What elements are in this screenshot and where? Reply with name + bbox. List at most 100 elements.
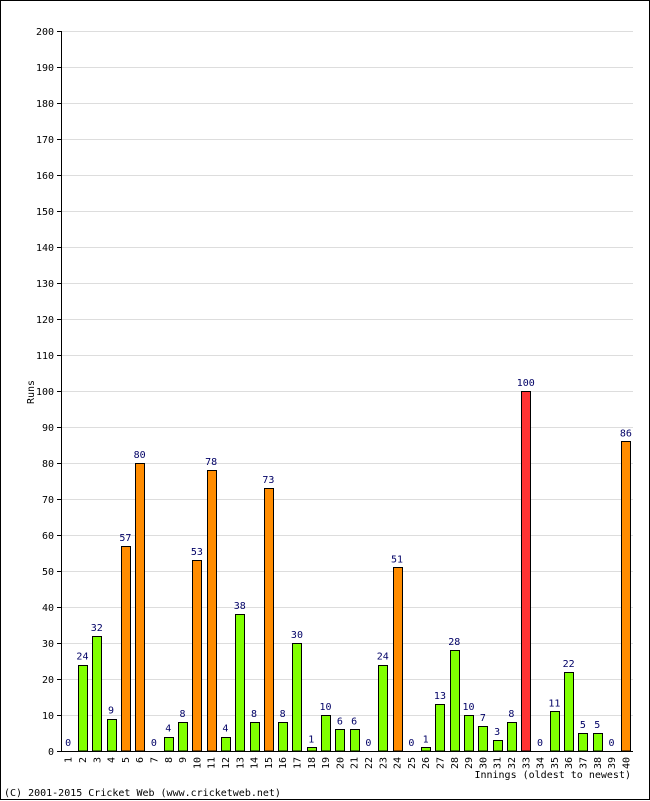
y-tick-label: 0 bbox=[48, 747, 54, 758]
bar-innings-18 bbox=[307, 747, 317, 752]
bar-innings-8 bbox=[164, 737, 174, 752]
bar-innings-19 bbox=[321, 715, 331, 752]
bar-innings-37 bbox=[578, 733, 588, 752]
x-tick-label: 1 bbox=[64, 757, 75, 763]
x-tick-label: 21 bbox=[350, 757, 361, 769]
data-label: 13 bbox=[434, 691, 446, 702]
x-tick-label: 23 bbox=[378, 757, 389, 769]
x-tick-label: 22 bbox=[364, 757, 375, 769]
x-tick-label: 3 bbox=[92, 757, 103, 763]
y-tick-label: 40 bbox=[42, 603, 54, 614]
x-tick-label: 29 bbox=[464, 757, 475, 769]
bar-innings-20 bbox=[335, 729, 345, 752]
x-tick-label: 31 bbox=[493, 757, 504, 769]
data-label: 0 bbox=[151, 738, 157, 749]
y-tick-label: 10 bbox=[42, 711, 54, 722]
data-label: 8 bbox=[280, 709, 286, 720]
y-tick-labels: 0 10 20 30 40 50 60 70 80 90 100 110 120 130 140 150 160… bbox=[36, 27, 61, 758]
x-tick-label: 26 bbox=[421, 757, 432, 769]
y-tick-label: 200 bbox=[36, 27, 54, 38]
x-tick-label: 33 bbox=[521, 757, 532, 769]
data-label: 57 bbox=[119, 533, 131, 544]
data-label: 86 bbox=[620, 428, 632, 439]
x-tick-label: 15 bbox=[264, 757, 275, 769]
x-tick-label: 24 bbox=[393, 757, 404, 769]
bar-innings-29 bbox=[464, 715, 474, 752]
x-tick-label: 18 bbox=[307, 757, 318, 769]
bar-innings-35 bbox=[550, 711, 560, 752]
bar-innings-38 bbox=[593, 733, 603, 752]
x-tick-label: 17 bbox=[292, 757, 303, 769]
x-tick-label: 35 bbox=[550, 757, 561, 769]
data-label: 6 bbox=[337, 716, 343, 727]
data-label: 51 bbox=[391, 554, 403, 565]
x-tick-label: 39 bbox=[607, 757, 618, 769]
bar-innings-13 bbox=[235, 614, 245, 752]
x-tick-label: 4 bbox=[107, 757, 118, 763]
data-label: 0 bbox=[408, 738, 414, 749]
x-tick-label: 28 bbox=[450, 757, 461, 769]
data-label: 24 bbox=[377, 652, 389, 663]
bar-innings-24 bbox=[393, 567, 403, 752]
x-tick-label: 38 bbox=[593, 757, 604, 769]
x-tick-label: 19 bbox=[321, 757, 332, 769]
x-tick-label: 25 bbox=[407, 757, 418, 769]
x-tick-label: 9 bbox=[178, 757, 189, 763]
bar-innings-30 bbox=[478, 726, 488, 752]
y-tick-label: 130 bbox=[36, 279, 54, 290]
bar-innings-5 bbox=[121, 546, 131, 752]
y-tick-label: 50 bbox=[42, 567, 54, 578]
y-tick-label: 150 bbox=[36, 207, 54, 218]
data-label: 4 bbox=[222, 724, 228, 735]
bar-innings-40 bbox=[621, 441, 631, 752]
data-label: 7 bbox=[480, 713, 486, 724]
grid-lines bbox=[61, 31, 633, 752]
y-tick-label: 180 bbox=[36, 99, 54, 110]
x-tick-label: 36 bbox=[564, 757, 575, 769]
y-tick-label: 120 bbox=[36, 315, 54, 326]
data-label: 8 bbox=[508, 709, 514, 720]
y-tick-label: 100 bbox=[36, 387, 54, 398]
bar-innings-31 bbox=[493, 740, 503, 752]
data-label: 30 bbox=[291, 630, 303, 641]
data-label: 0 bbox=[65, 738, 71, 749]
data-label: 3 bbox=[494, 727, 500, 738]
bar-innings-28 bbox=[450, 650, 460, 752]
bar-innings-33 bbox=[521, 391, 531, 752]
x-tick-label: 6 bbox=[135, 757, 146, 763]
bar-innings-9 bbox=[178, 722, 188, 752]
x-tick-label: 12 bbox=[221, 757, 232, 769]
data-label: 10 bbox=[320, 702, 332, 713]
data-label: 78 bbox=[205, 457, 217, 468]
data-label: 1 bbox=[423, 734, 429, 745]
y-tick-label: 80 bbox=[42, 459, 54, 470]
bar-innings-23 bbox=[378, 665, 388, 752]
bar-innings-4 bbox=[107, 719, 117, 752]
x-tick-label: 11 bbox=[207, 757, 218, 769]
data-label: 6 bbox=[351, 716, 357, 727]
data-label: 53 bbox=[191, 547, 203, 558]
data-label: 0 bbox=[365, 738, 371, 749]
data-label: 8 bbox=[251, 709, 257, 720]
x-tick-label: 32 bbox=[507, 757, 518, 769]
bar-innings-21 bbox=[350, 729, 360, 752]
x-tick-label: 30 bbox=[478, 757, 489, 769]
data-label: 28 bbox=[448, 637, 460, 648]
data-label: 5 bbox=[580, 720, 586, 731]
data-label: 22 bbox=[563, 659, 575, 670]
x-tick-label: 10 bbox=[192, 757, 203, 769]
x-tick-label: 14 bbox=[250, 757, 261, 769]
data-label: 38 bbox=[234, 601, 246, 612]
data-label: 0 bbox=[537, 738, 543, 749]
y-tick-label: 140 bbox=[36, 243, 54, 254]
y-tick-label: 170 bbox=[36, 135, 54, 146]
copyright-footer: (C) 2001-2015 Cricket Web (www.cricketwe… bbox=[4, 788, 281, 799]
bar-innings-6 bbox=[135, 463, 145, 752]
y-tick-label: 60 bbox=[42, 531, 54, 542]
data-label: 24 bbox=[76, 652, 88, 663]
data-label: 32 bbox=[91, 623, 103, 634]
data-label: 9 bbox=[108, 706, 114, 717]
